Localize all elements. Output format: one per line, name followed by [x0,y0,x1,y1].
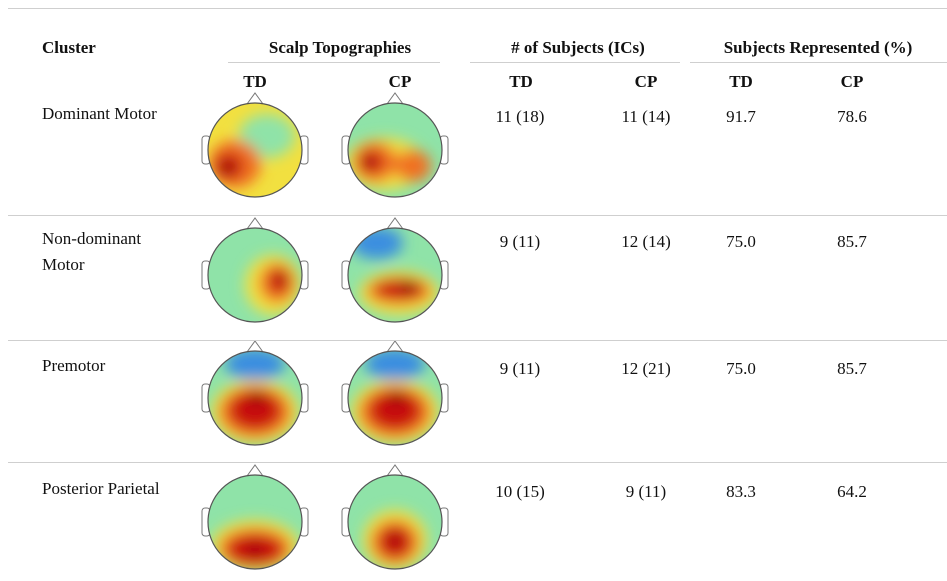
subheader: CP [841,71,864,93]
subheader: TD [729,71,753,93]
cluster-name: Non-dominant [42,228,141,250]
cluster-name: Premotor [42,355,105,377]
head [208,348,302,445]
head-part [247,341,263,352]
head [348,348,442,445]
rule [228,62,440,63]
subjects-cp: 12 (21) [621,358,671,380]
head [202,218,308,322]
rule [8,8,947,9]
subjects-cp: 9 (11) [626,481,666,503]
subheader: CP [389,71,412,93]
head [342,465,448,570]
represented-cp: 85.7 [837,231,867,253]
rule [690,62,947,63]
rule [470,62,680,63]
represented-td: 75.0 [726,358,756,380]
head-part [247,218,263,229]
represented-cp: 85.7 [837,358,867,380]
subjects-cp: 11 (14) [622,106,671,128]
cluster-name: Motor [42,254,85,276]
subheader: TD [509,71,533,93]
head-part [247,93,263,104]
header-cluster: Cluster [42,37,96,59]
head-part [277,274,285,284]
head [202,341,308,445]
rule [8,215,947,216]
head-part [387,465,403,476]
subjects-td: 9 (11) [500,358,540,380]
head-part [251,392,263,404]
head-part [221,162,233,174]
head-part [387,93,403,104]
subjects-td: 9 (11) [500,231,540,253]
header-subjects: # of Subjects (ICs) [511,37,645,59]
represented-td: 75.0 [726,231,756,253]
head [342,218,448,322]
head [342,341,448,445]
head-part [387,341,403,352]
head [245,255,301,315]
head-part [387,218,403,229]
subjects-td: 10 (15) [495,481,545,503]
represented-td: 83.3 [726,481,756,503]
subheader: CP [635,71,658,93]
header-represented: Subjects Represented (%) [724,37,913,59]
head-part [249,545,261,555]
head [208,475,302,572]
head [342,93,448,197]
head-part [391,392,403,404]
head-part [364,157,374,167]
subheader: TD [243,71,267,93]
head-part [365,348,425,380]
represented-cp: 64.2 [837,481,867,503]
head-part [401,281,417,293]
head [211,520,299,572]
head [363,510,427,570]
head-part [395,150,431,182]
table-figure: Cluster Scalp Topographies # of Subjects (… [0,0,947,581]
head [345,103,442,197]
head [202,465,308,572]
header-scalp: Scalp Topographies [269,37,411,59]
represented-cp: 78.6 [837,106,867,128]
subjects-cp: 12 (14) [621,231,671,253]
head-part [225,348,285,380]
subjects-td: 11 (18) [496,106,545,128]
rule [8,340,947,341]
head [202,93,308,197]
represented-td: 91.7 [726,106,756,128]
head-part [390,535,400,545]
head-part [247,465,263,476]
cluster-name: Dominant Motor [42,103,157,125]
rule [8,462,947,463]
cluster-name: Posterior Parietal [42,478,160,500]
